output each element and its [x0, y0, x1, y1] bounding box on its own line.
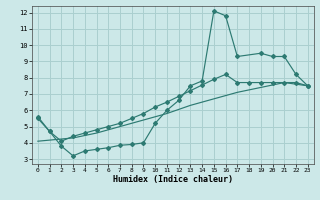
- X-axis label: Humidex (Indice chaleur): Humidex (Indice chaleur): [113, 175, 233, 184]
